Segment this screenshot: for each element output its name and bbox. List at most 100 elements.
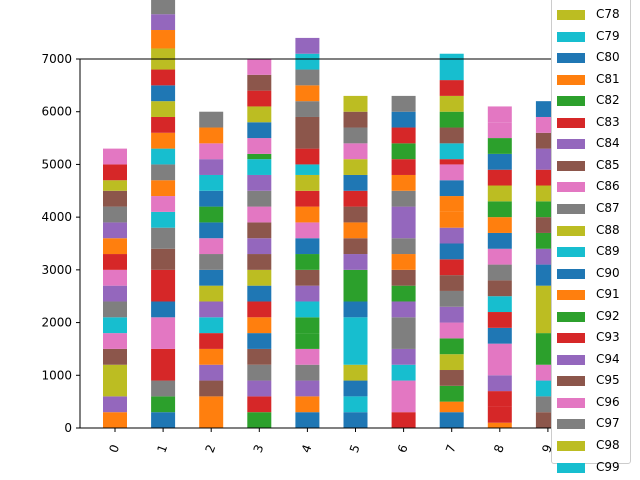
bar-segment-8-14 <box>487 185 512 202</box>
bar-segment-0-17 <box>103 190 127 207</box>
bar-segment-5-2 <box>343 380 368 397</box>
bar-segment-3-11 <box>247 238 272 255</box>
bar-segment-7-9 <box>439 275 464 291</box>
bar-segment-4-12 <box>295 222 320 239</box>
bar-segment-4-18 <box>295 116 320 149</box>
bar-segment-0-14 <box>103 238 127 255</box>
legend-swatch <box>557 53 585 64</box>
bar-segment-8-5 <box>487 327 512 344</box>
bar-segment-7-6 <box>439 322 464 339</box>
bar-segment-2-8 <box>199 269 224 286</box>
bar-segment-9-6 <box>535 264 552 286</box>
legend-label: C91 <box>596 287 620 302</box>
legend-label: C87 <box>596 200 620 215</box>
bar-segment-4-16 <box>295 164 320 175</box>
bar-segment-5-14 <box>343 143 368 160</box>
legend-item-c78: C78 <box>552 4 632 24</box>
legend-item-c90: C90 <box>552 263 632 283</box>
legend-item-c99: C99 <box>552 457 632 477</box>
bar-segment-3-6 <box>247 317 272 334</box>
bar-segment-3-23 <box>247 59 272 75</box>
bar-segment-6-4 <box>391 317 416 349</box>
bar-segment-0-15 <box>103 222 127 239</box>
legend-swatch <box>557 96 585 107</box>
legend-label: C96 <box>596 394 620 409</box>
x-tick-label-7: 7 <box>443 443 459 455</box>
bar-segment-6-15 <box>391 127 416 144</box>
y-tick-label-2000: 2000 <box>41 316 72 330</box>
bar-segment-2-7 <box>199 285 224 302</box>
bar-segment-8-18 <box>487 122 512 139</box>
bar-segment-7-11 <box>439 243 464 260</box>
bar-segment-4-22 <box>295 53 320 70</box>
bar-segment-1-14 <box>151 132 176 149</box>
bar-segment-7-23 <box>439 53 464 81</box>
legend-item-c97: C97 <box>552 413 632 433</box>
legend-label: C78 <box>596 7 620 21</box>
bar-segment-9-11 <box>535 185 552 202</box>
bar-segment-3-3 <box>247 364 272 381</box>
bar-segment-0-11 <box>103 285 127 302</box>
bar-segment-8-9 <box>487 264 512 281</box>
bar-segment-7-18 <box>439 143 464 160</box>
bar-segment-4-5 <box>295 333 320 349</box>
bar-segment-0-9 <box>103 317 127 334</box>
legend-item-c79: C79 <box>552 26 632 46</box>
legend-swatch <box>557 441 585 451</box>
bar-segment-1-20 <box>151 30 176 49</box>
legend-swatch <box>557 354 585 365</box>
legend-swatch <box>557 182 585 193</box>
bar-segment-7-16 <box>439 164 464 181</box>
bar-segment-0-4 <box>103 364 127 397</box>
legend-item-c98: C98 <box>552 435 632 455</box>
legend: C78 C79 C80 C81 C82 C83 C84 C85 C86 C87 C88 C89 C90 C… <box>551 0 632 474</box>
bar-segment-4-11 <box>295 238 320 255</box>
bar-segment-6-13 <box>391 159 416 175</box>
bar-segment-2-6 <box>199 301 224 318</box>
bar-segment-4-8 <box>295 285 320 302</box>
bar-segment-7-22 <box>439 80 464 96</box>
bar-segment-3-17 <box>247 153 272 160</box>
bar-segment-8-13 <box>487 201 512 218</box>
legend-label: C79 <box>596 28 620 43</box>
bar-segment-6-16 <box>391 111 416 128</box>
bar-segment-5-1 <box>343 396 368 413</box>
legend-label: C88 <box>596 222 620 237</box>
legend-swatch <box>557 160 585 171</box>
legend-item-c87: C87 <box>552 198 632 218</box>
bar-segment-3-12 <box>247 222 272 239</box>
bar-segment-4-17 <box>295 148 320 165</box>
y-tick-label-0: 0 <box>64 421 72 435</box>
bar-segment-3-8 <box>247 285 272 302</box>
bar-segment-9-9 <box>535 217 552 233</box>
legend-swatch <box>557 376 585 387</box>
bar-segment-2-4 <box>199 333 224 349</box>
bar-segment-1-17 <box>151 85 176 102</box>
bar-segment-9-7 <box>535 248 552 265</box>
x-tick-label-5: 5 <box>347 443 363 455</box>
bar-segment-2-10 <box>199 238 224 255</box>
legend-swatch <box>557 225 585 236</box>
bar-segment-6-10 <box>391 206 416 239</box>
bar-segment-1-1 <box>151 396 176 413</box>
bar-segment-6-1 <box>391 380 416 413</box>
bar-segment-8-6 <box>487 312 512 328</box>
legend-item-c93: C93 <box>552 327 632 347</box>
bar-segment-2-3 <box>199 348 224 365</box>
bar-segment-0-0 <box>103 412 127 428</box>
bar-segment-7-0 <box>439 412 464 428</box>
bar-segment-7-20 <box>439 111 464 128</box>
bar-segment-2-2 <box>199 364 224 381</box>
x-axis-ticks: 0 1 2 3 4 5 6 7 8 9 <box>106 428 555 455</box>
y-tick-label-3000: 3000 <box>41 263 72 277</box>
bar-segment-5-9 <box>343 222 368 239</box>
bar-segment-2-12 <box>199 206 224 223</box>
x-tick-label-3: 3 <box>251 443 267 455</box>
legend-label: C83 <box>596 114 620 129</box>
bar-segment-4-23 <box>295 37 320 54</box>
bar-segment-3-9 <box>247 269 272 286</box>
bar-segment-9-1 <box>535 396 552 413</box>
legend-label: C92 <box>596 308 620 323</box>
legend-swatch <box>557 419 585 430</box>
